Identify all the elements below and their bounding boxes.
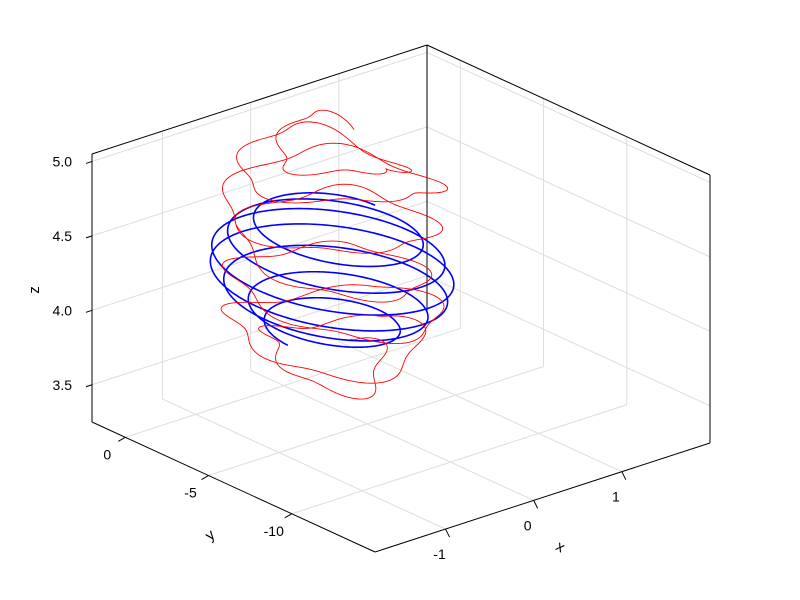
grid-line-z-right	[426, 275, 711, 407]
axis-box-front	[91, 154, 711, 553]
grid-line-z-back	[91, 51, 428, 162]
x-tick-label: 1	[612, 489, 620, 505]
y-tick-mark	[118, 436, 126, 442]
x-tick-mark	[533, 500, 539, 509]
grid-line-z-right	[426, 200, 711, 332]
z-tick-label: 4.0	[53, 302, 73, 318]
y-axis-title: y	[202, 526, 219, 544]
grid-line-x-floor	[250, 369, 534, 501]
z-tick-mark	[85, 235, 93, 239]
y-tick-mark	[201, 475, 209, 480]
x-tick-label: 0	[524, 517, 532, 533]
z-tick-label: 3.5	[53, 377, 73, 393]
grid-line-z-right	[426, 51, 711, 183]
x-tick-label: -1	[433, 546, 446, 562]
z-tick-mark	[85, 309, 93, 313]
box-edge-back-top-left	[91, 44, 428, 155]
z-axis-title: z	[26, 286, 43, 294]
x-tick-mark	[445, 528, 450, 538]
grid-line-x-floor	[162, 398, 446, 530]
grid-line-z-right	[426, 126, 711, 258]
z-tick-label: 5.0	[53, 153, 73, 169]
x-axis-title: x	[553, 538, 568, 557]
box-edge-front-left	[91, 421, 376, 553]
x-tick-mark	[621, 471, 627, 480]
grid-line-z-back	[91, 126, 428, 237]
box-edge-front-right	[374, 442, 711, 553]
grid-line-y-floor	[208, 366, 544, 477]
y-tick-label: -5	[184, 485, 197, 501]
z-tick-mark	[85, 384, 93, 388]
grid-line-z-back	[91, 200, 428, 311]
grid-line-y-floor	[125, 327, 461, 438]
series-2-line	[220, 109, 449, 400]
grid-line-x-floor	[338, 341, 623, 473]
z-tick-mark	[85, 160, 93, 164]
axis-box-back	[91, 44, 711, 443]
y-tick-label: 0	[103, 446, 111, 462]
series-1-line	[209, 192, 455, 349]
z-tick-label: 4.5	[53, 228, 73, 244]
box-edge-back-top-right	[426, 44, 711, 176]
y-tick-label: -10	[264, 523, 284, 539]
y-tick-mark	[284, 513, 293, 519]
series-layer	[209, 109, 455, 400]
grid-line-y-floor	[291, 404, 627, 515]
